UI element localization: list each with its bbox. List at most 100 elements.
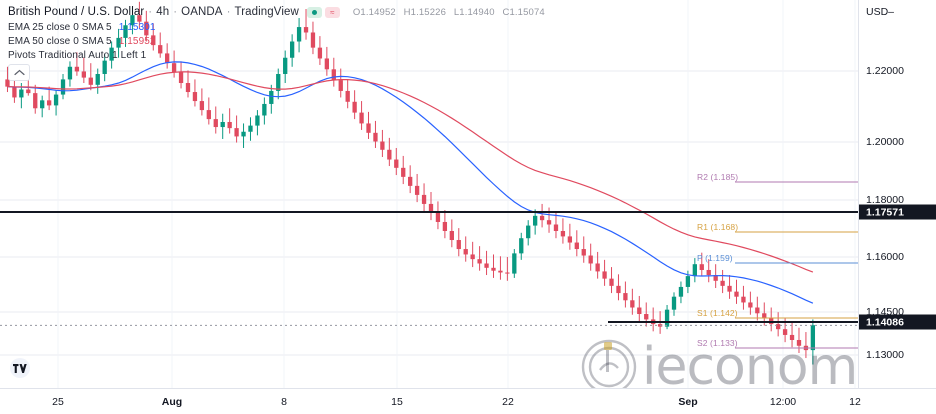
candle-body [671,296,677,310]
candle-body [67,66,73,80]
candle-body [248,125,253,132]
candle-body [213,119,218,128]
candle-body [276,73,281,91]
candle-body [435,212,441,222]
candle-body [553,224,559,231]
candle-body [602,271,607,279]
candle-body [498,270,503,273]
candle-body [227,121,232,129]
candle-body [359,112,364,124]
candle-body [165,53,170,64]
candle-body [484,263,489,268]
candle-body [394,159,399,168]
candle-body [338,80,343,91]
time-tick: 8 [281,396,287,408]
candle-body [428,203,434,213]
candle-body [630,300,635,308]
candle-body [456,240,461,250]
price-axis[interactable]: USD– 1.22000 1.20000 1.18000 1.16000 1.14500… [858,0,936,388]
candle-body [560,230,566,237]
candle-body [296,27,302,42]
candle-body [12,86,17,98]
candle-body [5,79,10,87]
candle-body [699,264,704,270]
time-tick: 22 [502,396,514,408]
candle-body [567,236,573,243]
candle-body [491,267,496,271]
candlestick-series [5,1,816,365]
price-axis-currency[interactable]: USD– [866,6,894,18]
candle-body [526,225,531,239]
candle-body [408,176,413,186]
tradingview-logo-icon[interactable] [10,358,30,378]
candle-body [116,37,121,48]
candle-body [234,128,239,137]
candle-body [144,21,149,36]
candle-body [810,325,816,351]
candle-body [692,264,697,277]
time-axis[interactable]: 25 Aug 8 15 22 Sep 12:00 12 [0,388,936,414]
candle-body [581,249,586,256]
candle-body [442,221,448,231]
candle-body [532,215,538,226]
candle-body [241,131,246,137]
candle-body [171,63,177,73]
candle-body [741,296,746,303]
candle-body [289,41,295,58]
vertical-gridlines [57,0,856,388]
candle-body [206,110,211,120]
candle-body [595,263,600,272]
candle-body [40,100,45,109]
price-tick: 1.22000 [866,65,904,77]
time-tick: 15 [391,396,403,408]
time-tick: Sep [678,396,698,408]
candle-body [81,71,86,78]
candle-body [26,89,31,94]
collapse-legend-chevron-icon[interactable] [8,64,30,81]
candle-body [574,242,579,250]
candle-body [19,89,24,98]
candle-body [317,47,323,59]
candle-body [623,293,628,301]
candle-body [283,57,288,74]
candle-body [609,278,614,286]
candle-body [470,254,475,260]
candle-body [137,15,142,22]
time-tick: 12:00 [769,396,797,408]
candle-body [74,66,80,72]
candle-body [109,47,114,61]
candle-body [60,79,66,95]
candle-body [796,339,802,346]
candle-body [102,60,107,74]
candle-body [512,253,517,274]
candle-body [380,141,385,150]
candle-body [366,123,371,133]
candle-body [88,77,93,85]
candle-body [33,93,38,109]
candle-body [776,324,781,330]
candle-body [151,35,156,46]
candle-body [762,313,767,319]
price-tick: 1.16000 [866,251,904,263]
price-tick: 1.20000 [866,136,904,148]
candle-body [53,94,59,106]
candle-body [519,238,524,254]
candle-body [401,167,406,177]
candle-body [505,272,510,274]
candle-body [46,100,52,106]
chart-plot-area[interactable] [0,0,858,388]
candle-body [588,255,593,264]
candle-body [303,27,309,33]
candle-body [616,285,621,294]
candle-body [130,15,135,26]
pivot-lines [735,181,858,349]
candle-body [255,115,260,126]
candle-body [477,259,482,264]
candle-body [185,83,191,93]
candle-body [192,92,198,102]
candle-body [539,215,545,221]
time-tick: 25 [52,396,64,408]
time-tick: 12 [849,396,861,408]
time-tick: Aug [161,396,183,408]
